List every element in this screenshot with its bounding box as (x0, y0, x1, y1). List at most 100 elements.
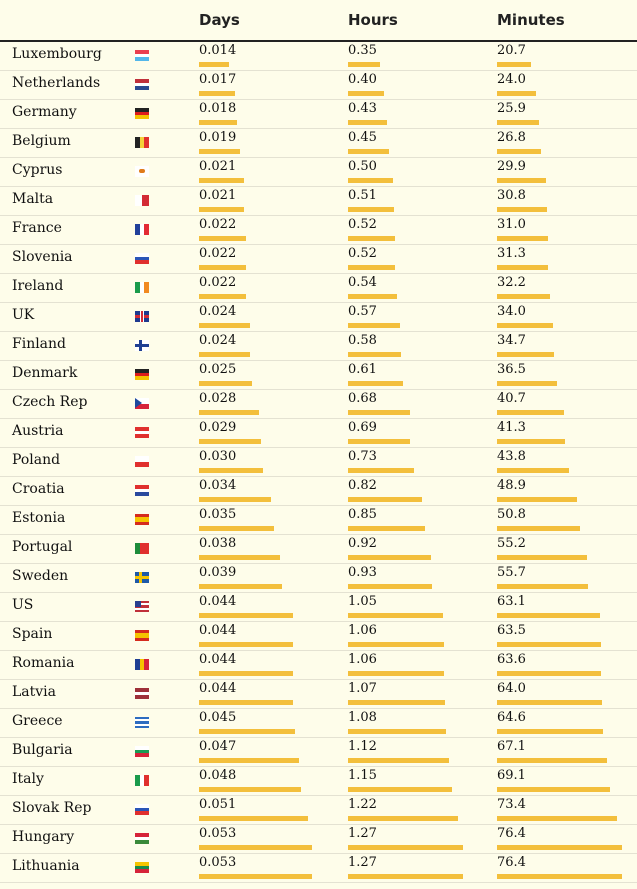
minutes-bar (497, 584, 588, 589)
spain-flag-icon (135, 514, 149, 525)
minutes-bar (497, 91, 536, 96)
minutes-value: 34.0 (497, 304, 526, 319)
days-value: 0.022 (199, 275, 237, 290)
hours-bar (348, 178, 393, 183)
hours-value: 0.58 (348, 333, 377, 348)
table-row: Lithuania 0.053 1.27 76.4 (0, 853, 637, 883)
minutes-bar (497, 845, 622, 850)
table-row: Cyprus 0.021 0.50 29.9 (0, 157, 637, 187)
days-value: 0.044 (199, 594, 237, 609)
minutes-value: 29.9 (497, 159, 526, 174)
hours-value: 0.40 (348, 72, 377, 87)
minutes-bar (497, 468, 569, 473)
italy-flag-icon (135, 775, 149, 786)
country-label: Slovak Rep (12, 800, 92, 816)
hours-bar (348, 700, 445, 705)
country-label: Cyprus (12, 162, 63, 178)
minutes-bar (497, 62, 531, 67)
country-label: Malta (12, 191, 54, 207)
minutes-value: 36.5 (497, 362, 526, 377)
hours-value: 1.07 (348, 681, 377, 696)
us-flag-icon (135, 601, 149, 612)
country-label: Spain (12, 626, 53, 642)
hours-bar (348, 352, 401, 357)
minutes-bar (497, 642, 601, 647)
minutes-value: 32.2 (497, 275, 526, 290)
country-label: Italy (12, 771, 44, 787)
latvia-flag-icon (135, 688, 149, 699)
days-value: 0.022 (199, 217, 237, 232)
hours-bar (348, 207, 394, 212)
hours-value: 0.93 (348, 565, 377, 580)
hours-bar (348, 62, 380, 67)
poland-flag-icon (135, 456, 149, 467)
minutes-bar (497, 816, 617, 821)
hours-bar (348, 91, 384, 96)
days-bar (199, 91, 235, 96)
hours-value: 1.22 (348, 797, 377, 812)
days-value: 0.028 (199, 391, 237, 406)
table-row: Luxembourg 0.014 0.35 20.7 (0, 41, 637, 71)
days-bar (199, 787, 301, 792)
austria-flag-icon (135, 427, 149, 438)
hours-bar (348, 410, 410, 415)
minutes-value: 34.7 (497, 333, 526, 348)
lithuania-flag-icon (135, 862, 149, 873)
country-label: Greece (12, 713, 63, 729)
hours-column-header: Hours (348, 11, 398, 29)
hours-value: 1.12 (348, 739, 377, 754)
days-bar (199, 149, 240, 154)
days-bar (199, 294, 246, 299)
days-value: 0.029 (199, 420, 237, 435)
hours-bar (348, 497, 422, 502)
slovenia-flag-icon (135, 253, 149, 264)
days-column-header: Days (199, 11, 240, 29)
days-value: 0.051 (199, 797, 237, 812)
hours-value: 1.27 (348, 855, 377, 870)
minutes-value: 25.9 (497, 101, 526, 116)
hours-value: 1.05 (348, 594, 377, 609)
bulgaria-flag-icon (135, 746, 149, 757)
minutes-value: 43.8 (497, 449, 526, 464)
days-value: 0.044 (199, 652, 237, 667)
country-label: Lithuania (12, 858, 80, 874)
days-bar (199, 468, 263, 473)
table-header: Days Hours Minutes (0, 0, 637, 42)
hours-value: 0.57 (348, 304, 377, 319)
slovakia-flag-icon (135, 804, 149, 815)
ireland-flag-icon (135, 282, 149, 293)
minutes-value: 55.7 (497, 565, 526, 580)
country-label: Netherlands (12, 75, 101, 91)
hours-value: 0.52 (348, 217, 377, 232)
hours-bar (348, 729, 446, 734)
country-label: Croatia (12, 481, 65, 497)
country-label: Estonia (12, 510, 66, 526)
days-bar (199, 207, 244, 212)
table-row: France 0.022 0.52 31.0 (0, 215, 637, 245)
minutes-value: 50.8 (497, 507, 526, 522)
days-bar (199, 758, 299, 763)
minutes-value: 31.0 (497, 217, 526, 232)
hours-bar (348, 294, 397, 299)
minutes-bar (497, 410, 564, 415)
minutes-bar (497, 323, 553, 328)
hours-bar (348, 323, 400, 328)
table-row: Spain 0.044 1.06 63.5 (0, 621, 637, 651)
hours-bar (348, 758, 449, 763)
days-value: 0.035 (199, 507, 237, 522)
spain-flag-icon (135, 630, 149, 641)
days-value: 0.039 (199, 565, 237, 580)
table-row: Czech Rep 0.028 0.68 40.7 (0, 389, 637, 419)
minutes-value: 64.6 (497, 710, 526, 725)
minutes-bar (497, 120, 539, 125)
hours-bar (348, 236, 395, 241)
minutes-bar (497, 700, 602, 705)
days-bar (199, 555, 280, 560)
days-value: 0.017 (199, 72, 237, 87)
days-bar (199, 352, 250, 357)
country-label: Austria (12, 423, 64, 439)
table-row: Romania 0.044 1.06 63.6 (0, 650, 637, 680)
table-row: Malta 0.021 0.51 30.8 (0, 186, 637, 216)
france-flag-icon (135, 224, 149, 235)
country-label: Latvia (12, 684, 57, 700)
